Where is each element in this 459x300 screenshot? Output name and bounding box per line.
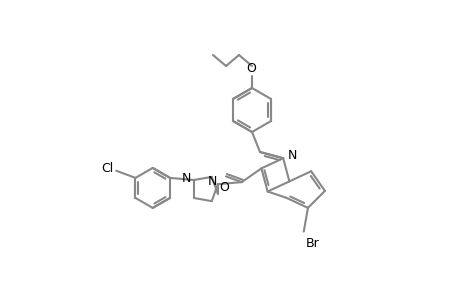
Text: N: N [287,149,297,162]
Text: O: O [218,182,229,194]
Text: N: N [207,175,216,188]
Text: Cl: Cl [101,162,113,175]
Text: Br: Br [305,236,319,250]
Text: O: O [246,61,255,74]
Text: N: N [181,172,190,184]
